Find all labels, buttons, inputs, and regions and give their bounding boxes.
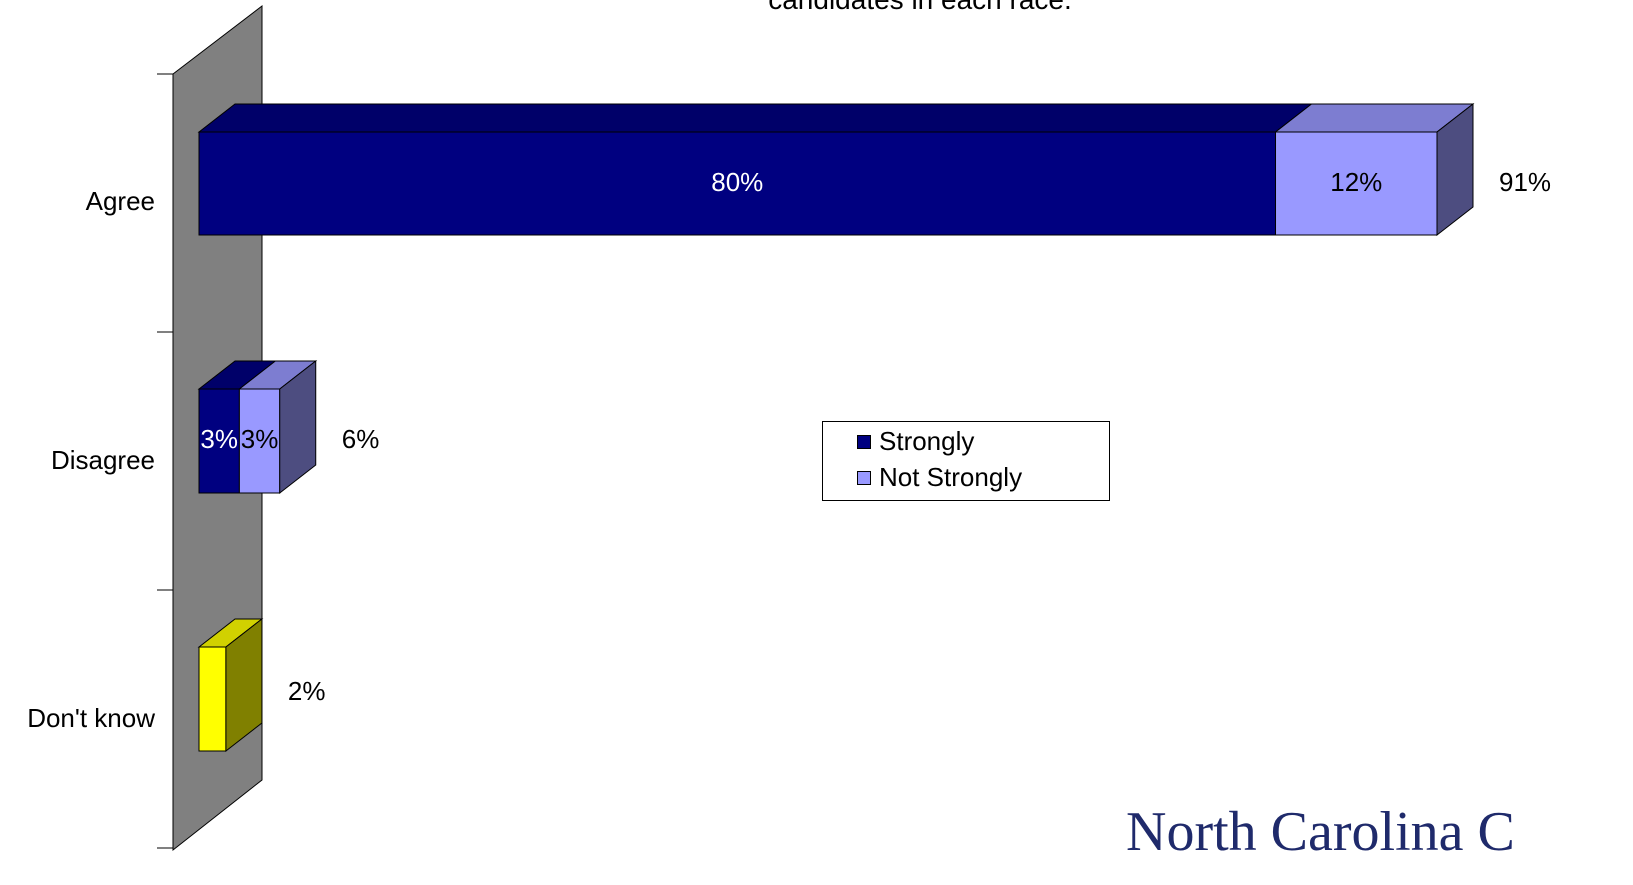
legend-swatch-strongly: [857, 435, 871, 449]
bar-0-side: [1436, 102, 1474, 237]
bar-0-series-0: [198, 131, 1277, 236]
bar-2-side: [225, 617, 263, 753]
data-label-0-series-1: 12%: [1330, 167, 1382, 197]
category-label-2: Don't know: [27, 703, 155, 733]
legend-label-not-strongly: Not Strongly: [879, 462, 1023, 492]
total-label-1: 6%: [342, 424, 380, 454]
data-label-1-series-0: 3%: [200, 424, 238, 454]
legend-swatch-not-strongly: [857, 471, 871, 485]
total-label-2: 2%: [288, 676, 326, 706]
bar-0-series-0-top: [197, 103, 1313, 133]
legend-item-strongly: Strongly: [857, 426, 975, 457]
chart-title: candidates in each race.: [560, 0, 1280, 16]
bar-1-side: [279, 359, 317, 495]
chart-legend: Strongly Not Strongly: [822, 421, 1110, 501]
data-label-0-series-0: 80%: [711, 167, 763, 197]
legend-label-strongly: Strongly: [879, 426, 975, 456]
total-label-0: 91%: [1499, 167, 1551, 197]
data-label-1-series-1: 3%: [241, 424, 279, 454]
category-label-0: Agree: [86, 186, 155, 216]
category-label-1: Disagree: [51, 445, 155, 475]
organization-logo: North Carolina C: [1126, 801, 1515, 863]
legend-item-not-strongly: Not Strongly: [857, 462, 1023, 493]
bar-0-series-1: [1275, 131, 1438, 236]
bar-1-series-1: [238, 388, 281, 494]
bar-2-series-2: [198, 646, 227, 752]
